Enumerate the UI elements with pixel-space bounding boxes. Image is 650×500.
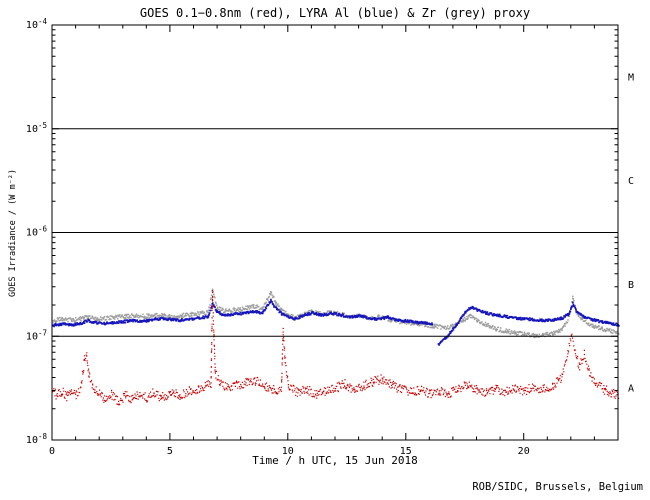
x-tick-label: 5	[167, 446, 173, 457]
y-tick-label: 10-7	[26, 328, 47, 342]
y-tick-label: 10-4	[26, 17, 48, 31]
credit-text: ROB/SIDC, Brussels, Belgium	[472, 481, 643, 493]
chart-title: GOES 0.1−0.8nm (red), LYRA Al (blue) & Z…	[140, 6, 530, 20]
x-tick-label: 0	[49, 446, 55, 457]
x-tick-label: 20	[518, 446, 530, 457]
class-boundary-lines	[52, 128, 618, 337]
x-axis-label: Time / h UTC, 15 Jun 2018	[252, 454, 418, 467]
flare-class-label-c: C	[628, 176, 634, 187]
y-axis-label: GOES Irradiance / (W m⁻²)	[8, 169, 18, 297]
y-tick-label: 10-8	[26, 432, 48, 446]
flare-class-label-a: A	[628, 384, 634, 395]
flare-class-label-b: B	[628, 280, 634, 291]
flare-class-label-m: M	[628, 72, 634, 83]
plot-area: 10-4 10-5 10-6 10-7 10-80 5 10 15 20 M C B A	[26, 17, 634, 457]
series-lyra-al-proxy	[52, 298, 620, 346]
y-tick-label: 10-6	[26, 225, 48, 239]
plot-frame	[51, 24, 619, 441]
x-tick-label: 10	[282, 446, 294, 457]
x-tick-label: 15	[400, 446, 412, 457]
y-tick-label: 10-5	[26, 121, 47, 135]
series-goes-0-1-0-8nm	[52, 290, 620, 406]
